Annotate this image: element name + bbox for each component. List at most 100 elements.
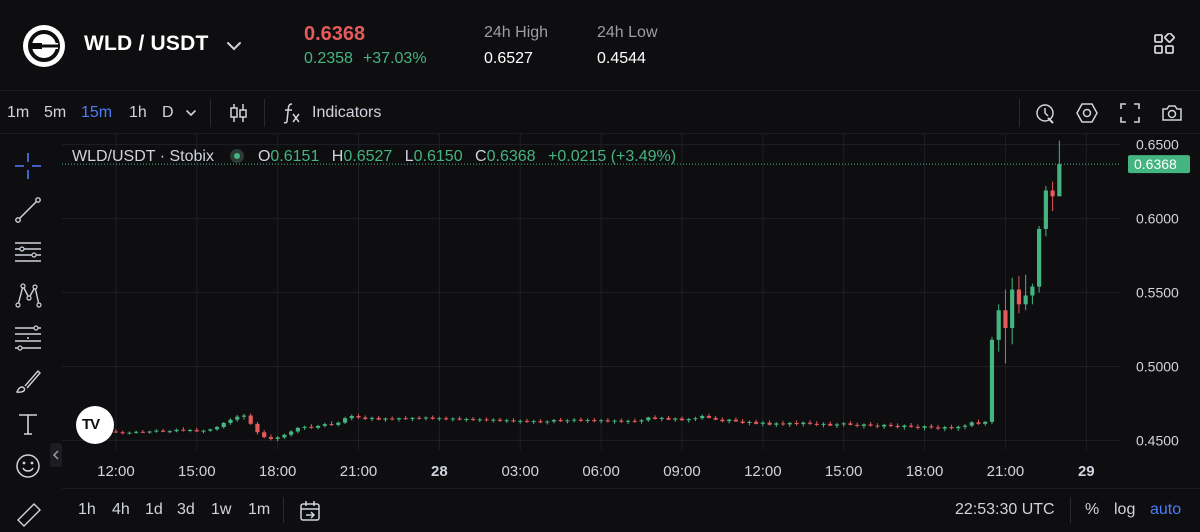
candle-body [255, 423, 260, 433]
candle-body [962, 425, 968, 427]
collapse-toolbar-button[interactable] [50, 443, 62, 467]
candle-body [754, 421, 759, 424]
candle-body [329, 424, 334, 426]
x-tick-label: 28 [431, 463, 448, 480]
range-1d[interactable]: 1d [145, 501, 163, 518]
candle-body [511, 420, 516, 422]
candle-body [410, 417, 415, 419]
candle-body [470, 418, 476, 420]
candle-body [929, 426, 934, 428]
candle-body [760, 422, 765, 424]
fx-icon[interactable] [280, 101, 304, 125]
candle-body [801, 422, 806, 425]
candle-body [376, 417, 381, 420]
candle-body [767, 422, 772, 425]
toolbar-divider [264, 99, 265, 127]
candle-body [221, 422, 226, 428]
legend-symbol: WLD/USDT · Stobix [72, 148, 214, 165]
candle-body [194, 430, 199, 432]
chart-legend: WLD/USDT · Stobix O0.6151 H0.6527 L0.6150… [72, 148, 676, 166]
candle-body [322, 424, 327, 426]
timeframe-15m[interactable]: 15m [81, 104, 113, 121]
candle-body [1043, 190, 1048, 229]
candle-body [659, 417, 664, 419]
x-tick-label: 09:00 [663, 463, 701, 480]
timeframe-1h[interactable]: 1h [129, 104, 147, 121]
goto-date-icon[interactable] [298, 499, 322, 523]
horizontal-lines-icon[interactable] [14, 238, 42, 266]
utc-clock[interactable]: 22:53:30 UTC [955, 501, 1055, 518]
chevron-down-icon[interactable] [183, 105, 199, 121]
fib-icon[interactable] [14, 324, 42, 352]
tradingview-logo[interactable]: TV [76, 406, 114, 444]
camera-icon[interactable] [1160, 101, 1184, 125]
emoji-icon[interactable] [14, 452, 42, 480]
log-scale-toggle[interactable]: log [1114, 501, 1136, 518]
candle-body [396, 418, 402, 420]
candle-body [531, 421, 536, 423]
candle-body [605, 420, 610, 422]
pattern-icon[interactable] [14, 281, 42, 309]
candle-body [727, 419, 732, 422]
candle-body [450, 418, 455, 420]
trading-pair[interactable]: WLD / USDT [84, 32, 209, 55]
brush-icon[interactable] [14, 367, 42, 395]
candle-body [417, 417, 422, 419]
candle-body [1050, 190, 1055, 197]
candle-body [895, 425, 900, 428]
candle-body [390, 418, 395, 420]
candlestick-icon[interactable] [226, 101, 250, 125]
candle-body [673, 418, 678, 420]
x-tick-label: 12:00 [97, 463, 135, 480]
candle-body [356, 415, 361, 418]
candle-body [383, 418, 388, 420]
legend-open: O0.6151 [258, 148, 319, 165]
percent-scale-toggle[interactable]: % [1085, 501, 1100, 518]
ruler-icon[interactable] [14, 500, 42, 528]
fullscreen-icon[interactable] [1118, 101, 1142, 125]
grid-icon[interactable] [1153, 33, 1175, 55]
auto-scale-toggle[interactable]: auto [1150, 501, 1182, 518]
market-status-icon [229, 149, 244, 163]
chevron-down-icon[interactable] [224, 36, 244, 56]
worldcoin-logo-icon[interactable] [22, 24, 66, 68]
candle-body [619, 420, 624, 422]
candle-body [289, 431, 294, 435]
candle-body [720, 419, 725, 422]
candle-body [700, 415, 705, 419]
range-3d[interactable]: 3d [177, 501, 195, 518]
trendline-icon[interactable] [14, 196, 42, 224]
bottom-divider [283, 497, 284, 523]
timeframe-d[interactable]: D [162, 104, 174, 121]
legend-low: L0.6150 [405, 148, 463, 165]
indicators-button[interactable]: Indicators [312, 104, 382, 121]
candle-body [828, 423, 833, 426]
candle-body [147, 431, 152, 433]
candle-body [935, 427, 941, 429]
legend-change: +0.0215 (+3.49%) [548, 148, 677, 165]
candle-body [807, 422, 813, 424]
x-tick-label: 29 [1078, 463, 1095, 480]
text-icon[interactable] [14, 410, 42, 438]
timeframe-1m[interactable]: 1m [7, 104, 30, 121]
tradingview-logo-text: TV [82, 416, 100, 433]
candle-body [841, 423, 846, 425]
range-1h[interactable]: 1h [78, 501, 96, 518]
alert-icon[interactable] [1033, 101, 1057, 125]
crosshair-icon[interactable] [14, 152, 42, 180]
legend-low-value: 0.6150 [413, 148, 463, 165]
range-4h[interactable]: 4h [112, 501, 130, 518]
y-tick-label: 0.6500 [1136, 137, 1179, 153]
range-1w[interactable]: 1w [211, 501, 232, 518]
legend-close-label: C [475, 148, 487, 165]
legend-open-label: O [257, 148, 271, 165]
candle-body [902, 425, 907, 428]
settings-icon[interactable] [1075, 101, 1099, 125]
candle-body [875, 425, 880, 427]
candle-body [706, 415, 712, 418]
range-1m[interactable]: 1m [248, 501, 271, 518]
price-chart[interactable]: 0.6500 0.6000 0.5500 0.5000 0.4500 12:00 15:00… [62, 134, 1200, 488]
candle-body [861, 424, 867, 426]
candle-body [976, 422, 981, 424]
timeframe-5m[interactable]: 5m [44, 104, 67, 121]
